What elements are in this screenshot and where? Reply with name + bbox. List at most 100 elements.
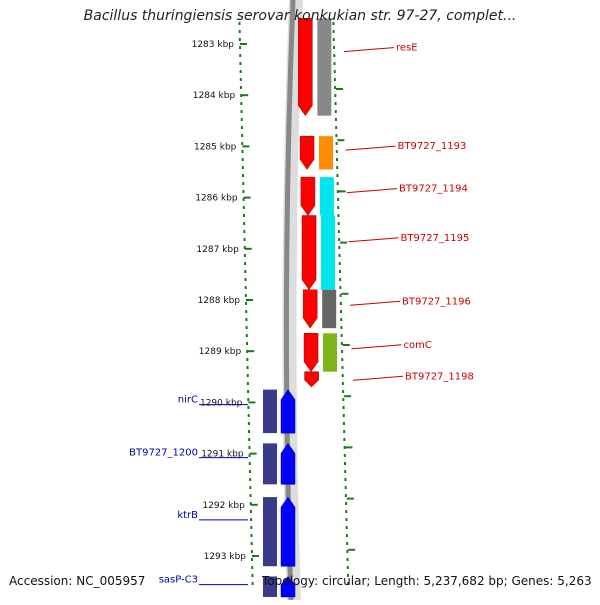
ruler-dot: [340, 334, 343, 337]
ruler-dot: [336, 190, 339, 193]
ruler-dot: [332, 30, 335, 33]
scale-tick: [247, 350, 255, 353]
ruler-dot: [240, 126, 243, 129]
gene-label: nirC: [178, 395, 198, 406]
reverse-gene-arrow: [280, 576, 296, 598]
ruler-dot: [244, 286, 247, 289]
ruler-dot: [332, 38, 335, 41]
scale-label: 1287 kbp: [196, 245, 239, 255]
scale-tick: [249, 452, 257, 455]
gene-label: BT9727_1194: [399, 184, 468, 195]
ruler-dot: [244, 262, 247, 265]
ruler-dot: [335, 126, 338, 129]
scale-tick: [248, 401, 256, 404]
ruler-dot: [334, 86, 337, 89]
ruler-dot: [345, 518, 348, 521]
ruler-dot: [336, 166, 339, 169]
scale-label: 1289 kbp: [199, 347, 242, 357]
ruler-dot: [238, 30, 241, 33]
ruler-dot: [346, 566, 349, 569]
cog-block: [323, 333, 338, 372]
ruler-dot: [339, 278, 342, 281]
ruler-dot: [245, 302, 248, 305]
gene-label-leader: [352, 375, 404, 381]
ruler-dot: [338, 254, 341, 257]
ruler-dot: [247, 422, 250, 425]
gene-label: BT9727_1195: [401, 233, 470, 244]
ruler-dot: [343, 454, 346, 457]
ruler-dot: [240, 94, 243, 97]
ruler-dot: [333, 46, 336, 49]
cog-block: [263, 576, 277, 597]
ruler-dot: [343, 438, 346, 441]
scale-label: 1286 kbp: [195, 194, 238, 204]
ruler-dot: [337, 230, 340, 233]
ruler-dot: [344, 462, 347, 465]
scale-label: 1290 kbp: [200, 398, 243, 408]
gene-label-leader: [343, 47, 395, 53]
forward-gene-arrow: [301, 215, 317, 291]
ruler-layer: 1283 kbp 1284 kbp 1285 kbp 1286 kbp 1287 kbp…: [192, 22, 357, 602]
ruler-dot: [243, 238, 246, 241]
ruler-dot: [249, 510, 252, 513]
ruler-dot: [245, 310, 248, 313]
ruler-dot: [335, 142, 338, 145]
ruler-dot: [250, 534, 253, 537]
ruler-dot: [344, 470, 347, 473]
ruler-dot: [337, 222, 340, 225]
gene-label: BT9727_1200: [129, 448, 198, 459]
ruler-dot: [251, 558, 254, 561]
scale-tick: [345, 446, 353, 449]
ruler-dot: [239, 86, 242, 89]
ruler-dot: [336, 182, 339, 185]
ruler-dot: [335, 150, 338, 153]
ruler-dot: [239, 46, 242, 49]
scale-tick: [344, 395, 352, 398]
cog-block: [317, 18, 332, 116]
map-title: Bacillus thuringiensis serovar konkukian…: [83, 8, 517, 24]
accession-text: Accession: NC_005957: [9, 574, 146, 588]
ruler-dot: [340, 310, 343, 313]
ruler-dot: [251, 574, 254, 577]
scale-tick: [346, 497, 354, 500]
gene-label: BT9727_1193: [398, 141, 467, 152]
ruler-dot: [246, 350, 249, 353]
ruler-dot: [332, 22, 335, 25]
ruler-dot: [248, 454, 251, 457]
ruler-dot: [341, 350, 344, 353]
ruler-dot: [346, 542, 349, 545]
ruler-dot: [247, 398, 250, 401]
ruler-dot: [337, 198, 340, 201]
cog-block: [263, 389, 277, 434]
ruler-dot: [245, 326, 248, 329]
scale-tick: [341, 292, 349, 295]
ruler-dot: [245, 334, 248, 337]
reverse-gene-arrow: [280, 496, 296, 567]
ruler-dot: [242, 198, 245, 201]
scale-tick: [337, 139, 345, 142]
ruler-dot: [246, 366, 249, 369]
ruler-dot: [243, 246, 246, 249]
ruler-dot: [341, 366, 344, 369]
ruler-dot: [248, 446, 251, 449]
cog-block: [263, 443, 277, 485]
ruler-dot: [250, 550, 253, 553]
ruler-dot: [244, 294, 247, 297]
ruler-dot: [336, 158, 339, 161]
ruler-dot: [340, 342, 343, 345]
ruler-dot: [337, 214, 340, 217]
ruler-dot: [242, 214, 245, 217]
gene-label: ktrB: [177, 510, 198, 521]
ruler-dot: [336, 174, 339, 177]
scale-label: 1288 kbp: [198, 296, 241, 306]
ruler-dot: [249, 478, 252, 481]
ruler-dot: [243, 254, 246, 257]
gene-label: resE: [396, 43, 418, 54]
gene-label: sasP-C3: [159, 575, 198, 586]
ruler-dot: [243, 222, 246, 225]
ruler-dot: [340, 326, 343, 329]
gene-label-leader: [348, 237, 399, 243]
ruler-dot: [251, 566, 254, 569]
